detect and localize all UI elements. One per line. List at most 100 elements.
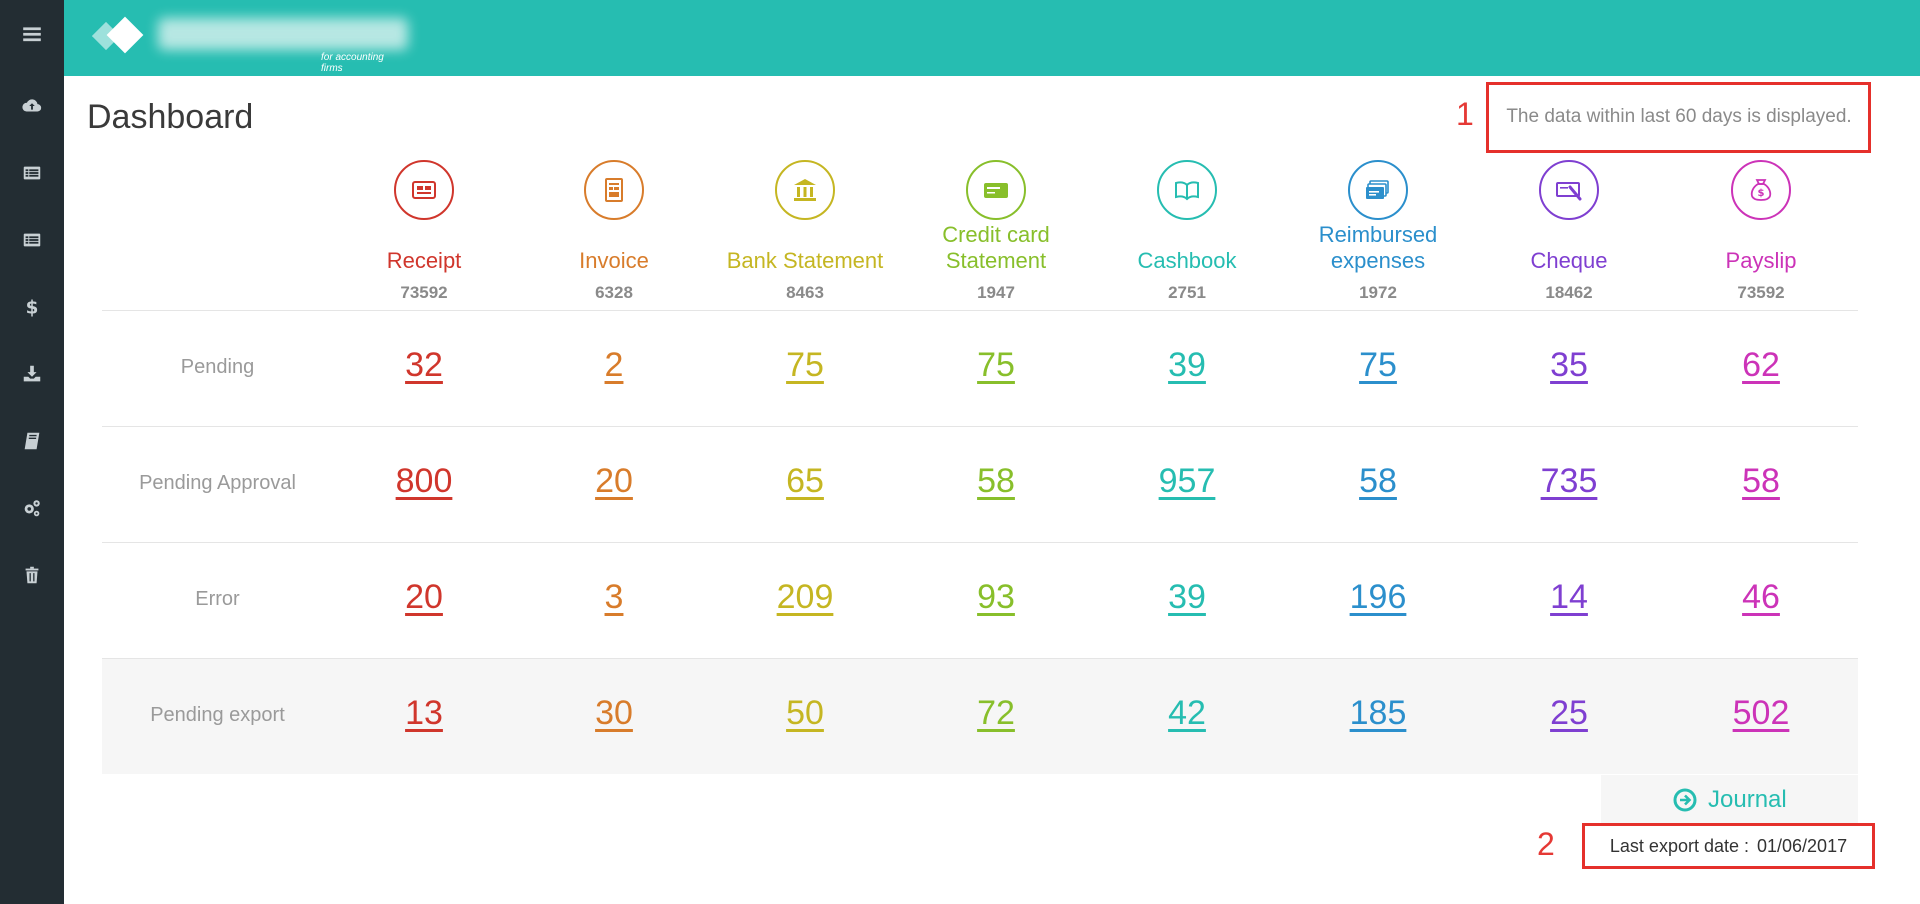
credit-card-icon <box>984 183 1008 198</box>
count-link[interactable]: 25 <box>1550 694 1588 732</box>
count-link[interactable]: 46 <box>1742 578 1780 616</box>
count-link[interactable]: 75 <box>977 346 1015 384</box>
category-label: Bank Statement <box>726 248 884 273</box>
category-label: Cashbook <box>1137 248 1237 273</box>
category-count: 1947 <box>977 283 1015 302</box>
logo-wordmark-blurred <box>158 18 408 50</box>
list-alt-icon[interactable] <box>0 220 64 260</box>
cloud-upload-icon[interactable] <box>0 86 64 126</box>
cheque-icon <box>1556 182 1582 201</box>
category-invoice[interactable]: Invoice 6328 <box>519 160 709 302</box>
annotation-box-2 <box>1582 823 1875 869</box>
count-link[interactable]: 3 <box>604 578 624 616</box>
count-link[interactable]: 502 <box>1732 694 1790 732</box>
book-open-icon <box>1175 181 1199 201</box>
top-header: for accounting firms <box>64 0 1920 76</box>
category-count: 8463 <box>786 283 824 302</box>
count-link[interactable]: 13 <box>405 694 443 732</box>
category-count: 2751 <box>1168 283 1206 302</box>
table-row-pending-approval: Pending Approval 800 20 65 58 957 58 735… <box>102 426 1858 542</box>
dollar-icon[interactable]: $ <box>0 287 64 327</box>
data-range-note: The data within last 60 days is displaye… <box>1506 106 1852 127</box>
money-bag-icon: $ <box>1750 179 1772 201</box>
category-label: Receipt <box>386 248 462 273</box>
invoice-icon <box>605 178 623 202</box>
count-link[interactable]: 35 <box>1550 346 1588 384</box>
category-payslip[interactable]: $ Payslip 73592 <box>1666 160 1856 302</box>
arrow-circle-right-icon <box>1673 788 1697 812</box>
table-row-pending-export: Pending export 13 30 50 72 42 185 25 502 <box>102 658 1858 774</box>
sidebar: $ <box>0 0 64 904</box>
category-label: Payslip <box>1725 248 1797 273</box>
count-link[interactable]: 58 <box>1742 462 1780 500</box>
count-link[interactable]: 39 <box>1168 578 1206 616</box>
count-link[interactable]: 20 <box>405 578 443 616</box>
category-label: Credit card Statement <box>942 222 1050 273</box>
category-credit-card-statement[interactable]: Credit card Statement 1947 <box>901 160 1091 302</box>
table-row-pending: Pending 32 2 75 75 39 75 35 62 <box>102 310 1858 426</box>
category-count: 73592 <box>400 283 448 302</box>
menu-icon[interactable] <box>0 14 64 54</box>
count-link[interactable]: 185 <box>1349 694 1407 732</box>
count-link[interactable]: 196 <box>1349 578 1407 616</box>
category-count: 6328 <box>595 283 633 302</box>
annotation-marker-2: 2 <box>1537 826 1555 862</box>
count-link[interactable]: 800 <box>395 462 453 500</box>
gears-icon[interactable] <box>0 488 64 528</box>
count-link[interactable]: 209 <box>776 578 834 616</box>
count-link[interactable]: 39 <box>1168 346 1206 384</box>
annotation-marker-1: 1 <box>1456 96 1474 132</box>
category-reimbursed-expenses[interactable]: Reimbursed expenses 1972 <box>1283 160 1473 302</box>
page-title: Dashboard <box>87 98 254 136</box>
category-label: Cheque <box>1530 248 1608 273</box>
row-label: Pending Approval <box>139 472 296 494</box>
count-link[interactable]: 30 <box>595 694 633 732</box>
count-link[interactable]: 20 <box>595 462 633 500</box>
receipt-icon <box>412 181 436 199</box>
category-count: 1972 <box>1359 283 1397 302</box>
count-link[interactable]: 2 <box>604 346 624 384</box>
svg-text:$: $ <box>1758 188 1765 199</box>
category-label: Invoice <box>579 248 649 273</box>
journal-link[interactable]: Journal <box>1672 786 1787 814</box>
list-icon[interactable] <box>0 153 64 193</box>
count-link[interactable]: 75 <box>786 346 824 384</box>
count-link[interactable]: 32 <box>405 346 443 384</box>
category-cheque[interactable]: Cheque 18462 <box>1474 160 1664 302</box>
journal-label: Journal <box>1708 786 1787 813</box>
annotation-box-1 <box>1486 82 1871 153</box>
count-link[interactable]: 58 <box>1359 462 1397 500</box>
expenses-icon <box>1366 180 1389 199</box>
svg-text:$: $ <box>26 297 39 318</box>
count-link[interactable]: 50 <box>786 694 824 732</box>
trash-icon[interactable] <box>0 555 64 595</box>
count-link[interactable]: 957 <box>1158 462 1216 500</box>
count-link[interactable]: 72 <box>977 694 1015 732</box>
count-link[interactable]: 58 <box>977 462 1015 500</box>
row-label: Pending <box>180 356 255 378</box>
count-link[interactable]: 93 <box>977 578 1015 616</box>
last-export-label: Last export date : <box>1609 835 1749 856</box>
last-export-date: Last export date : 01/06/2017 <box>1582 823 1875 869</box>
last-export-value: 01/06/2017 <box>1757 835 1848 856</box>
count-link[interactable]: 14 <box>1550 578 1588 616</box>
category-bank-statement[interactable]: Bank Statement 8463 <box>710 160 900 302</box>
bank-icon <box>794 179 816 201</box>
count-link[interactable]: 42 <box>1168 694 1206 732</box>
table-row-error: Error 20 3 209 93 39 196 14 46 <box>102 542 1858 658</box>
count-link[interactable]: 75 <box>1359 346 1397 384</box>
count-link[interactable]: 62 <box>1742 346 1780 384</box>
book-icon[interactable] <box>0 421 64 461</box>
download-icon[interactable] <box>0 354 64 394</box>
category-label: Reimbursed expenses <box>1318 222 1438 273</box>
category-count: 73592 <box>1737 283 1785 302</box>
count-link[interactable]: 65 <box>786 462 824 500</box>
category-cashbook[interactable]: Cashbook 2751 <box>1092 160 1282 302</box>
row-label: Pending export <box>150 704 285 726</box>
category-receipt[interactable]: Receipt 73592 <box>329 160 519 302</box>
logo-subtitle: for accounting firms <box>321 52 384 74</box>
logo-mark-icon <box>92 16 144 54</box>
journal-panel <box>1601 775 1858 825</box>
count-link[interactable]: 735 <box>1540 462 1598 500</box>
app-logo[interactable]: for accounting firms <box>88 8 408 74</box>
